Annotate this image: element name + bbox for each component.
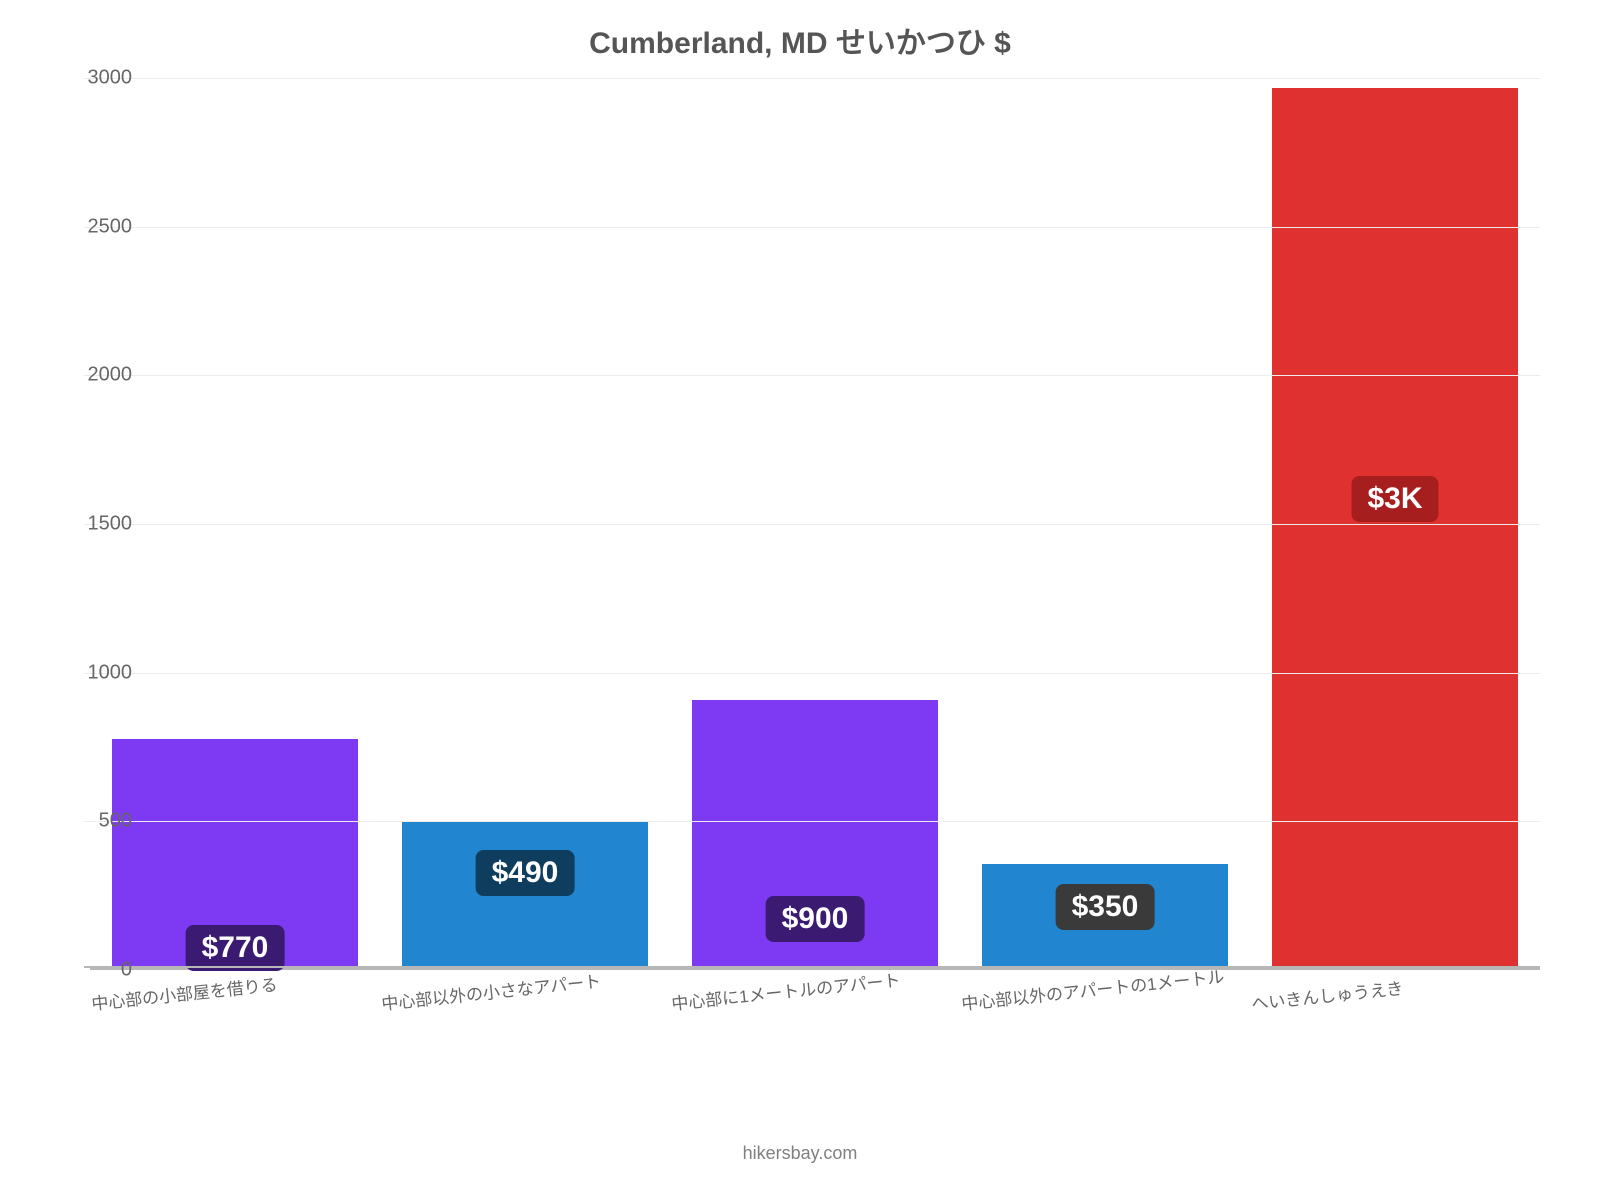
gridline [84, 821, 1540, 822]
x-axis-line [84, 966, 1540, 968]
y-tick-label: 1000 [88, 661, 133, 684]
y-tick-label: 1500 [88, 513, 133, 536]
y-tick-label: 2000 [88, 364, 133, 387]
x-tick-label: 中心部に1メートルのアパート [670, 966, 901, 1015]
y-tick-label: 0 [121, 959, 132, 982]
x-tick-label: 中心部以外のアパートの1メートル [960, 962, 1225, 1014]
bar: $3K [1272, 88, 1519, 968]
gridline [84, 524, 1540, 525]
bar: $900 [692, 700, 939, 968]
bars-layer: $770 $490 $900 $350 $3K [90, 78, 1540, 968]
value-badge: $770 [186, 925, 285, 971]
value-badge: $490 [476, 850, 575, 896]
gridline [84, 673, 1540, 674]
value-badge: $900 [766, 896, 865, 942]
plot-area: $770 $490 $900 $350 $3K [90, 78, 1540, 970]
gridline [84, 78, 1540, 79]
bar: $490 [402, 822, 649, 968]
value-badge: $3K [1351, 476, 1438, 522]
x-tick-label: 中心部の小部屋を借りる [90, 970, 279, 1014]
chart-container: Cumberland, MD せいかつひ $ $770$490$900$350$… [0, 0, 1600, 1200]
gridline [84, 227, 1540, 228]
y-tick-label: 3000 [88, 67, 133, 90]
gridline [84, 375, 1540, 376]
attribution-text: hikersbay.com [0, 1143, 1600, 1164]
y-tick-label: 500 [99, 810, 132, 833]
bar: $350 [982, 864, 1229, 968]
chart-title: Cumberland, MD せいかつひ $ [0, 18, 1600, 62]
x-axis-labels: 中心部の小部屋を借りる中心部以外の小さなアパート中心部に1メートルのアパート中心… [90, 972, 1540, 1062]
bar: $770 [112, 739, 359, 968]
y-tick-label: 2500 [88, 215, 133, 238]
value-badge: $350 [1056, 884, 1155, 930]
x-tick-label: へいきんしゅうえき [1250, 974, 1404, 1015]
x-tick-label: 中心部以外の小さなアパート [380, 967, 602, 1015]
